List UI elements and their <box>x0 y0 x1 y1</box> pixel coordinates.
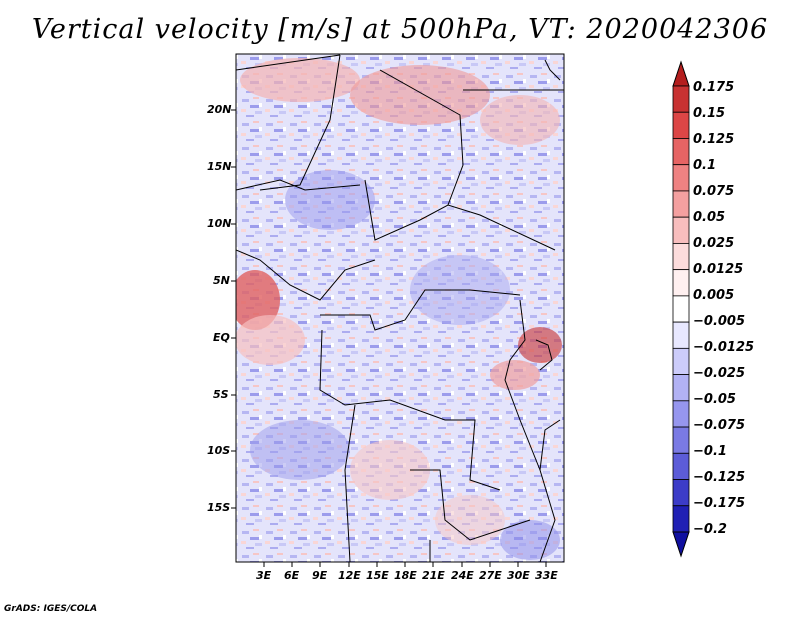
colorbar-label: 0.175 <box>693 80 735 95</box>
lat-label-10s: 10S <box>207 444 231 457</box>
colorbar-label: −0.05 <box>693 392 736 407</box>
lat-label-10n: 10N <box>207 217 232 230</box>
lat-label-5n: 5N <box>213 274 230 287</box>
lon-label-9e: 9E <box>312 569 328 582</box>
colorbar-label: 0.0125 <box>693 262 744 277</box>
colorbar-label: 0.1 <box>693 158 717 173</box>
colorbar-segment <box>672 479 690 507</box>
lon-label-24e: 24E <box>451 569 474 582</box>
colorbar-label: 0.15 <box>693 106 726 121</box>
colorbar-segment <box>672 243 690 271</box>
colorbar-segment <box>672 347 690 375</box>
colorbar-label: −0.025 <box>693 366 746 381</box>
colorbar-label: 0.125 <box>693 132 735 147</box>
lon-label-12e: 12E <box>338 569 361 582</box>
colorbar-segment <box>672 85 690 113</box>
colorbar-label: −0.125 <box>693 470 746 485</box>
colorbar-label: 0.005 <box>693 288 735 303</box>
colorbar-segment <box>672 60 690 87</box>
lat-label-15n: 15N <box>207 160 232 173</box>
colorbar-label: −0.005 <box>693 314 746 329</box>
latitude-ticks <box>231 109 236 509</box>
colorbar-label: −0.075 <box>693 418 746 433</box>
colorbar-segment <box>672 269 690 297</box>
map-frame <box>235 53 565 563</box>
colorbar-label: −0.2 <box>693 522 727 537</box>
lon-label-3e: 3E <box>256 569 272 582</box>
lat-label-15s: 15S <box>207 501 231 514</box>
colorbar-segment <box>672 164 690 192</box>
velocity-field <box>236 54 564 562</box>
colorbar <box>672 60 690 558</box>
colorbar-segment <box>672 216 690 244</box>
colorbar-segment <box>672 190 690 218</box>
colorbar-segment <box>672 452 690 480</box>
colorbar-segment <box>672 374 690 402</box>
colorbar-label: −0.0125 <box>693 340 755 355</box>
colorbar-segment <box>672 138 690 166</box>
colorbar-segment <box>672 111 690 139</box>
colorbar-segment <box>672 531 690 558</box>
lat-label-5s: 5S <box>213 388 229 401</box>
colorbar-segment <box>672 400 690 428</box>
lat-label-20n: 20N <box>207 103 232 116</box>
colorbar-segment <box>672 295 690 323</box>
colorbar-label: −0.1 <box>693 444 727 459</box>
colorbar-segment <box>672 505 690 533</box>
colorbar-label: −0.175 <box>693 496 746 511</box>
colorbar-label: 0.075 <box>693 184 735 199</box>
lon-label-18e: 18E <box>394 569 417 582</box>
map-title: Vertical velocity [m/s] at 500hPa, VT: 2… <box>31 14 769 45</box>
lon-label-21e: 21E <box>422 569 445 582</box>
grads-credit: GrADS: IGES/COLA <box>4 604 98 614</box>
lon-label-30e: 30E <box>507 569 530 582</box>
lon-label-27e: 27E <box>479 569 502 582</box>
colorbar-segment <box>672 426 690 454</box>
lat-label-eq: EQ <box>213 331 230 344</box>
colorbar-segment <box>672 321 690 349</box>
lon-label-6e: 6E <box>284 569 300 582</box>
colorbar-label: 0.05 <box>693 210 726 225</box>
longitude-ticks <box>263 562 547 567</box>
lon-label-33e: 33E <box>535 569 558 582</box>
colorbar-label: 0.025 <box>693 236 735 251</box>
country-borders <box>236 54 564 562</box>
lon-label-15e: 15E <box>366 569 389 582</box>
